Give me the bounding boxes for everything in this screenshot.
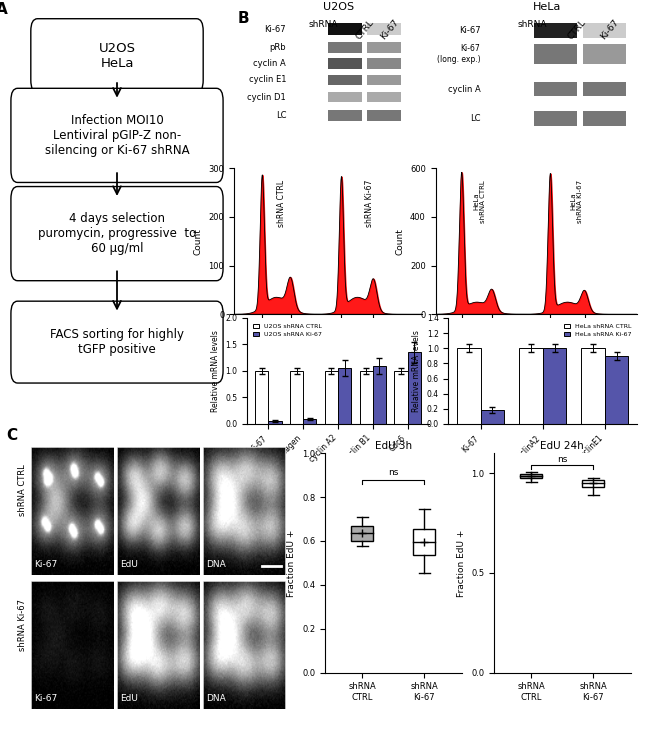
Text: Ki-67: Ki-67 bbox=[34, 560, 58, 569]
Bar bbox=[519, 348, 543, 424]
Text: LC: LC bbox=[470, 114, 480, 123]
Bar bbox=[521, 474, 542, 478]
Text: U2OS: U2OS bbox=[323, 1, 354, 12]
Text: Ki-67: Ki-67 bbox=[459, 26, 480, 35]
Text: ns: ns bbox=[388, 469, 398, 477]
Y-axis label: Count: Count bbox=[194, 228, 203, 254]
Text: HeLa: HeLa bbox=[533, 1, 561, 12]
FancyBboxPatch shape bbox=[11, 186, 223, 281]
Bar bbox=[325, 371, 338, 424]
Text: EdU: EdU bbox=[120, 560, 138, 569]
Text: B: B bbox=[237, 11, 249, 26]
Y-axis label: Count: Count bbox=[395, 228, 404, 254]
Bar bbox=[359, 371, 372, 424]
Bar bbox=[367, 75, 401, 85]
Bar bbox=[534, 82, 577, 96]
Bar bbox=[408, 352, 421, 424]
Bar bbox=[367, 23, 401, 35]
Text: HeLa
shRNA Ki-67: HeLa shRNA Ki-67 bbox=[570, 180, 583, 223]
Text: cyclin E1: cyclin E1 bbox=[249, 75, 286, 84]
Bar bbox=[328, 110, 362, 121]
Text: 4 days selection
puromycin, progressive  to
60 μg/ml: 4 days selection puromycin, progressive … bbox=[38, 212, 196, 255]
Bar bbox=[534, 44, 577, 64]
Text: LC: LC bbox=[276, 111, 286, 120]
Bar bbox=[367, 110, 401, 121]
Text: CTRL: CTRL bbox=[354, 18, 375, 41]
Text: EdU: EdU bbox=[120, 694, 138, 702]
Text: Infection MOI10
Lentiviral pGIP-Z non-
silencing or Ki-67 shRNA: Infection MOI10 Lentiviral pGIP-Z non- s… bbox=[45, 114, 189, 157]
Bar bbox=[372, 366, 386, 424]
Text: pRb: pRb bbox=[270, 43, 286, 52]
Bar bbox=[328, 42, 362, 53]
Bar bbox=[534, 23, 577, 38]
Bar bbox=[543, 348, 566, 424]
Text: cyclin A: cyclin A bbox=[448, 85, 480, 94]
Title: EdU 3h: EdU 3h bbox=[374, 441, 412, 451]
Bar bbox=[457, 348, 480, 424]
Bar bbox=[338, 368, 351, 424]
FancyBboxPatch shape bbox=[11, 301, 223, 383]
Bar bbox=[584, 111, 626, 126]
Y-axis label: Fraction EdU +: Fraction EdU + bbox=[456, 529, 465, 596]
Bar bbox=[582, 480, 604, 487]
Bar bbox=[367, 58, 401, 69]
Text: shRNA Ki-67: shRNA Ki-67 bbox=[18, 599, 27, 651]
Bar bbox=[605, 356, 629, 424]
Bar bbox=[304, 419, 317, 424]
Y-axis label: Relative mRNA levels: Relative mRNA levels bbox=[412, 330, 421, 412]
Bar bbox=[395, 371, 408, 424]
Y-axis label: Relative mRNA levels: Relative mRNA levels bbox=[211, 330, 220, 412]
Text: Ki-67: Ki-67 bbox=[265, 25, 286, 34]
Bar bbox=[328, 92, 362, 102]
Bar bbox=[290, 371, 304, 424]
Bar bbox=[255, 371, 268, 424]
Text: Ki-67
(long. exp.): Ki-67 (long. exp.) bbox=[437, 45, 480, 64]
Bar bbox=[328, 75, 362, 85]
Text: FACS sorting for highly
tGFP positive: FACS sorting for highly tGFP positive bbox=[50, 328, 184, 356]
Bar bbox=[584, 82, 626, 96]
Bar bbox=[268, 421, 281, 424]
Bar bbox=[584, 44, 626, 64]
Bar bbox=[534, 111, 577, 126]
Bar bbox=[367, 92, 401, 102]
Text: Ki-67: Ki-67 bbox=[379, 18, 401, 41]
Text: cyclin A: cyclin A bbox=[254, 59, 286, 68]
Text: shRNA: shRNA bbox=[517, 20, 547, 29]
Text: Ki-67: Ki-67 bbox=[34, 694, 58, 702]
Text: Ki-67: Ki-67 bbox=[599, 18, 620, 41]
Legend: U2OS shRNA CTRL, U2OS shRNA Ki-67: U2OS shRNA CTRL, U2OS shRNA Ki-67 bbox=[250, 321, 324, 340]
Bar bbox=[480, 410, 504, 424]
Bar bbox=[328, 23, 362, 35]
Text: DNA: DNA bbox=[206, 694, 226, 702]
Y-axis label: Fraction EdU +: Fraction EdU + bbox=[287, 529, 296, 596]
Bar bbox=[581, 348, 605, 424]
Text: DNA: DNA bbox=[206, 560, 226, 569]
Text: shRNA Ki-67: shRNA Ki-67 bbox=[365, 180, 374, 227]
Text: CTRL: CTRL bbox=[566, 18, 588, 41]
Text: shRNA CTRL: shRNA CTRL bbox=[277, 180, 285, 227]
Bar bbox=[352, 526, 373, 541]
Text: shRNA CTRL: shRNA CTRL bbox=[18, 464, 27, 515]
Bar bbox=[413, 529, 435, 556]
Legend: HeLa shRNA CTRL, HeLa shRNA Ki-67: HeLa shRNA CTRL, HeLa shRNA Ki-67 bbox=[561, 321, 634, 340]
Bar bbox=[328, 58, 362, 69]
Text: ns: ns bbox=[557, 455, 567, 464]
Text: cyclin D1: cyclin D1 bbox=[248, 93, 286, 102]
Text: U2OS
HeLa: U2OS HeLa bbox=[99, 42, 135, 69]
Bar bbox=[584, 23, 626, 38]
Text: HeLa
shRNA CTRL: HeLa shRNA CTRL bbox=[473, 180, 486, 222]
Bar bbox=[367, 42, 401, 53]
FancyBboxPatch shape bbox=[31, 19, 203, 92]
Text: shRNA: shRNA bbox=[309, 20, 339, 29]
FancyBboxPatch shape bbox=[11, 88, 223, 183]
Text: A: A bbox=[0, 2, 7, 18]
Text: C: C bbox=[6, 428, 18, 443]
Title: EdU 24h: EdU 24h bbox=[540, 441, 584, 451]
